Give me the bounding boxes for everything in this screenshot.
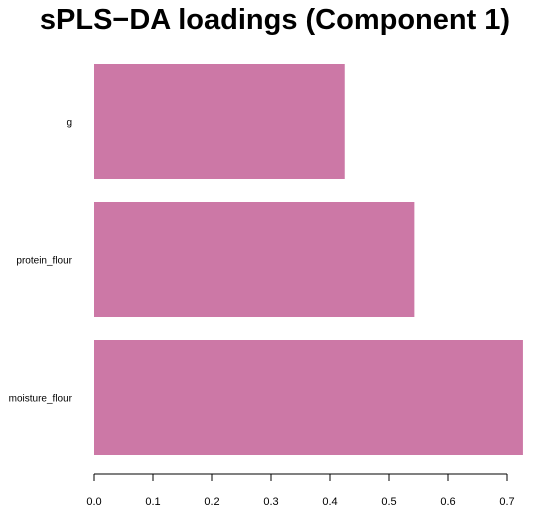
- category-label: g: [66, 118, 72, 129]
- x-tick-label: 0.4: [322, 496, 337, 508]
- chart-title: sPLS−DA loadings (Component 1): [39, 4, 511, 36]
- x-tick-label: 0.6: [440, 496, 455, 508]
- x-tick-label: 0.0: [86, 496, 101, 508]
- bar-moisture-flour: [94, 340, 523, 455]
- bar-g: [94, 64, 345, 179]
- category-label: moisture_flour: [9, 394, 73, 405]
- x-tick-label: 0.3: [263, 496, 278, 508]
- x-tick-label: 0.7: [499, 496, 514, 508]
- x-tick-label: 0.2: [204, 496, 219, 508]
- bar-protein-flour: [94, 202, 415, 317]
- category-label: protein_flour: [16, 256, 72, 267]
- x-tick-label: 0.5: [381, 496, 396, 508]
- x-tick-label: 0.1: [145, 496, 160, 508]
